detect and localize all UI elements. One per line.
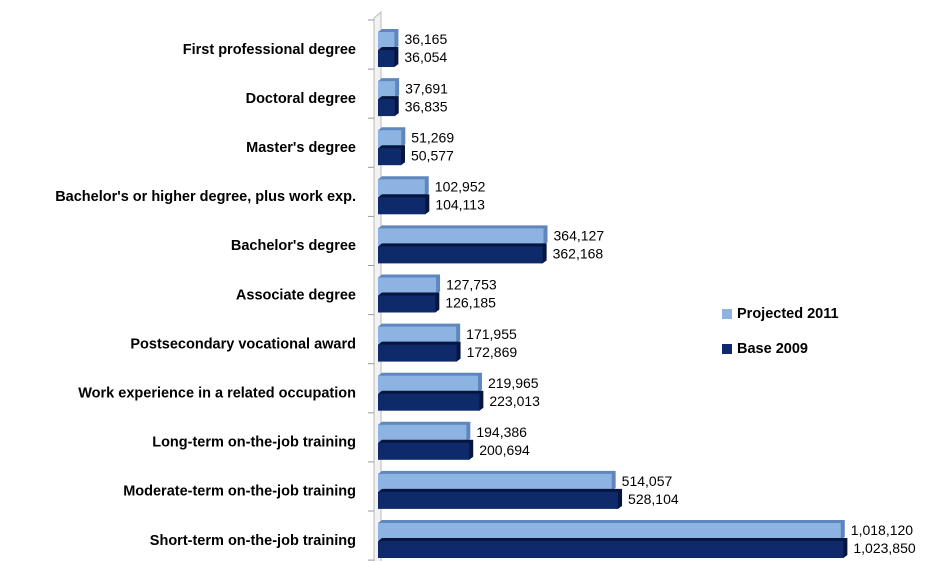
value-label: 528,104 bbox=[628, 491, 679, 507]
bar bbox=[378, 523, 841, 540]
category-label: Postsecondary vocational award bbox=[130, 336, 356, 352]
bar bbox=[378, 50, 395, 67]
value-label: 36,165 bbox=[404, 31, 447, 47]
value-label: 50,577 bbox=[411, 147, 454, 163]
value-label: 171,955 bbox=[466, 326, 517, 342]
value-label: 36,835 bbox=[405, 98, 448, 114]
bar bbox=[378, 179, 425, 197]
legend-swatch bbox=[722, 344, 732, 354]
category-label: First professional degree bbox=[183, 42, 356, 58]
value-label: 364,127 bbox=[554, 228, 605, 244]
bar bbox=[378, 277, 437, 295]
value-label: 194,386 bbox=[476, 424, 527, 440]
value-label: 172,869 bbox=[467, 344, 518, 360]
value-label: 223,013 bbox=[489, 393, 540, 409]
value-label: 51,269 bbox=[411, 129, 454, 145]
value-label: 127,753 bbox=[446, 277, 497, 293]
bar bbox=[378, 130, 402, 148]
bar bbox=[378, 148, 401, 166]
value-label: 1,023,850 bbox=[853, 540, 915, 556]
bar bbox=[378, 228, 544, 246]
bar bbox=[378, 375, 478, 393]
category-label: Long-term on-the-job training bbox=[152, 435, 356, 451]
value-label: 126,185 bbox=[445, 295, 496, 311]
bar bbox=[378, 541, 844, 558]
value-label: 36,054 bbox=[404, 49, 447, 65]
bar bbox=[378, 32, 395, 49]
value-label: 102,952 bbox=[435, 179, 486, 195]
bar bbox=[378, 344, 457, 362]
value-label: 104,113 bbox=[435, 197, 485, 213]
legend-swatch bbox=[722, 309, 732, 319]
bar bbox=[378, 81, 396, 99]
value-label: 219,965 bbox=[488, 375, 539, 391]
legend-label: Base 2009 bbox=[737, 341, 808, 357]
category-label: Master's degree bbox=[246, 140, 356, 156]
value-label: 37,691 bbox=[405, 80, 448, 96]
category-label: Short-term on-the-job training bbox=[150, 533, 356, 549]
bar bbox=[378, 491, 619, 509]
category-label: Bachelor's or higher degree, plus work e… bbox=[55, 189, 356, 205]
bar bbox=[378, 424, 467, 442]
category-label: Associate degree bbox=[236, 287, 356, 303]
bar bbox=[378, 197, 426, 215]
bar bbox=[378, 326, 457, 344]
legend-label: Projected 2011 bbox=[737, 306, 839, 322]
bar bbox=[378, 442, 470, 460]
value-label: 1,018,120 bbox=[851, 522, 913, 538]
category-label: Moderate-term on-the-job training bbox=[123, 484, 356, 500]
value-label: 514,057 bbox=[622, 473, 673, 489]
value-label: 362,168 bbox=[553, 246, 604, 262]
bar bbox=[378, 473, 612, 491]
bar bbox=[378, 393, 480, 411]
bar bbox=[378, 99, 395, 117]
category-label: Bachelor's degree bbox=[231, 238, 356, 254]
bar bbox=[378, 246, 543, 264]
value-label: 200,694 bbox=[479, 442, 530, 458]
category-label: Work experience in a related occupation bbox=[78, 386, 356, 402]
category-label: Doctoral degree bbox=[246, 91, 356, 107]
bar bbox=[378, 295, 436, 313]
